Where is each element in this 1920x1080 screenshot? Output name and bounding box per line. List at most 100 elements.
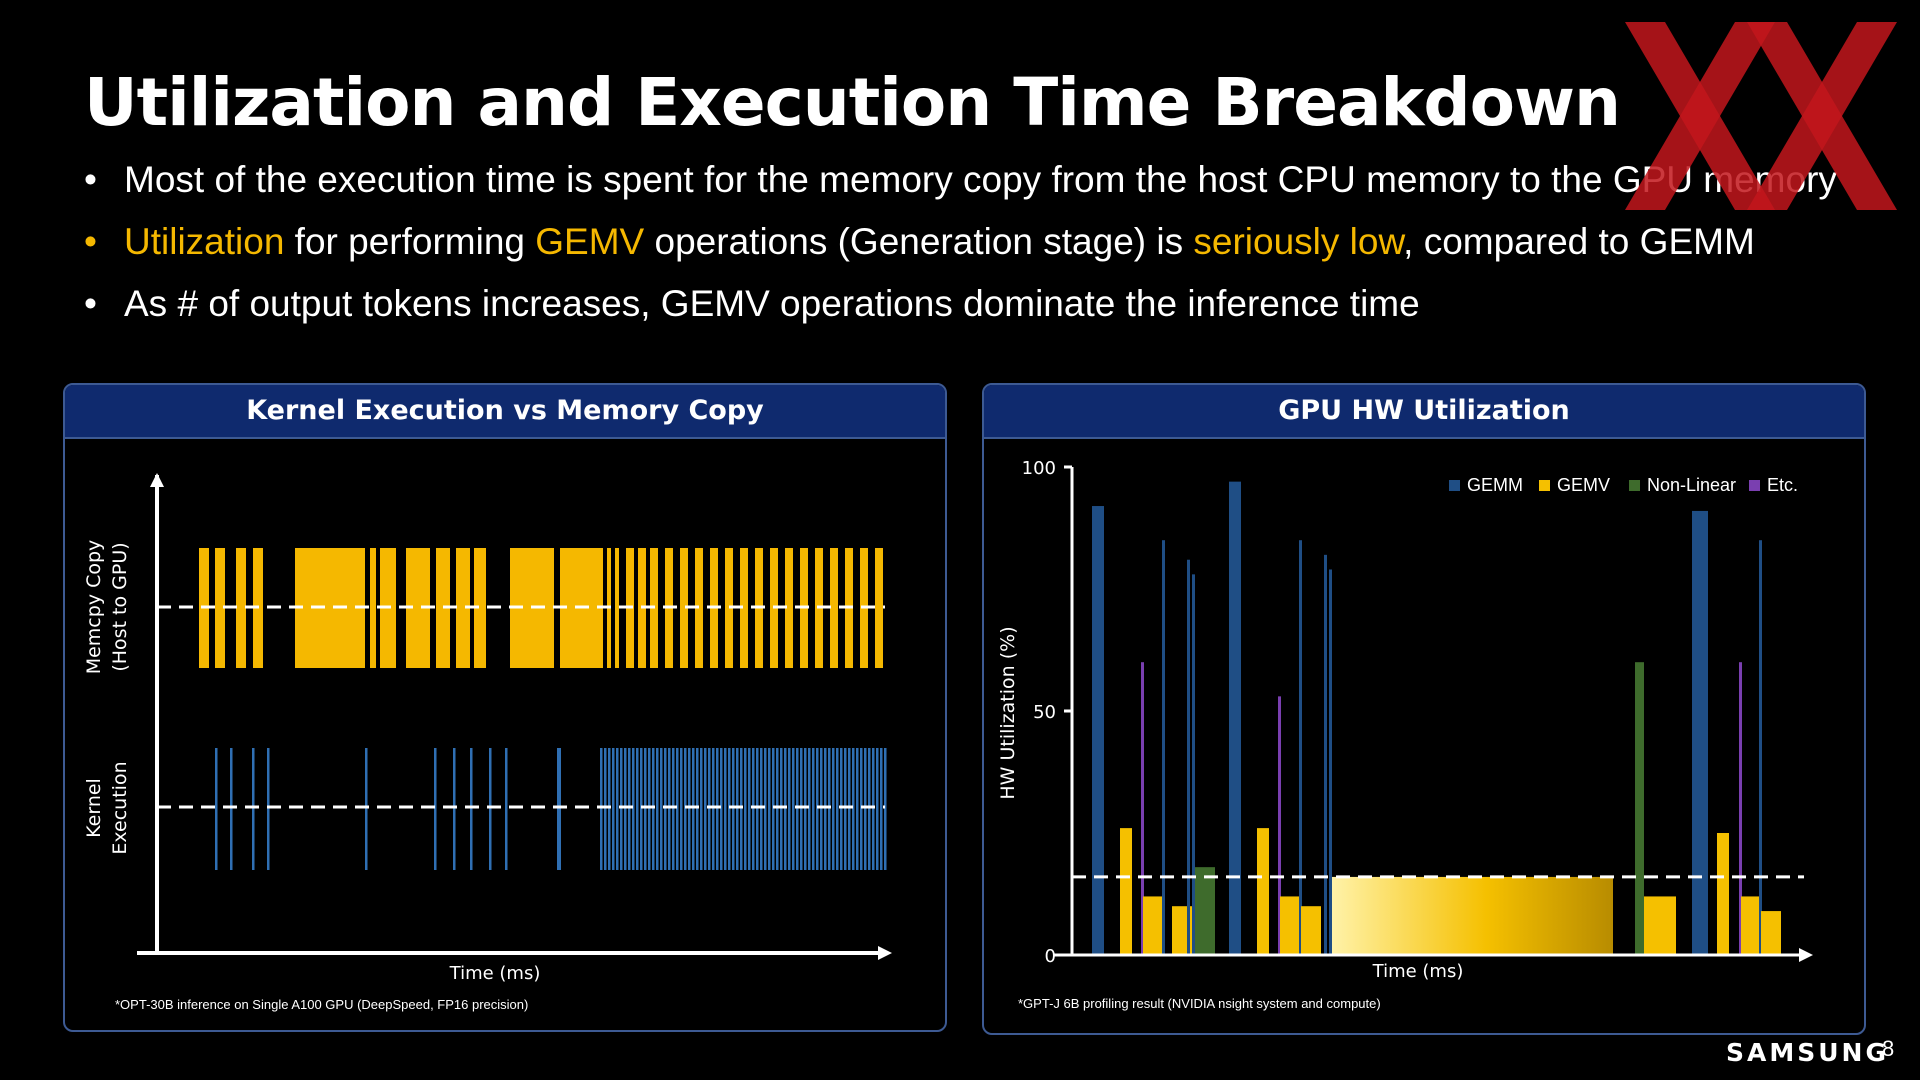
legend: GEMM GEMV Non-Linear Etc. [1449,475,1798,495]
memcpy-block [370,548,376,668]
kernel-axis-sublabel: Execution [109,761,131,854]
kernel-block [600,748,603,870]
kernel-block [557,748,561,870]
memcpy-axis-sublabel: (Host to GPU) [109,542,131,671]
kernel-block [620,748,623,870]
y-axis-label: HW Utilization (%) [997,626,1019,799]
legend-swatch [1749,480,1760,491]
legend-label: Etc. [1767,475,1798,495]
bar-gemv [1301,906,1321,955]
memcpy-block [236,548,246,668]
bar-gemm [1187,559,1190,955]
kernel-memcpy-timeline: Memcpy Copy (Host to GPU) Kernel Executi… [83,473,892,1012]
kernel-block [453,748,456,870]
bullet-highlight: GEMV [535,221,645,262]
kernel-block [489,748,492,870]
bar-gemv [1257,828,1269,955]
kernel-block [644,748,647,870]
kernel-block [470,748,473,870]
kernel-block [884,748,887,870]
bullet-dot: • [84,221,97,262]
bar-gemm [1092,506,1104,955]
kernel-block [808,748,811,870]
kernel-block [728,748,731,870]
kernel-block [848,748,851,870]
y-ticks: 0 50 100 [1022,458,1072,967]
legend-label: Non-Linear [1647,475,1736,495]
kernel-block [756,748,759,870]
kernel-block [608,748,611,870]
kernel-block [860,748,863,870]
kernel-block [732,748,735,870]
kernel-block [872,748,875,870]
kernel-block [844,748,847,870]
bar-gemm [1329,569,1332,955]
y-tick-label: 50 [1033,702,1056,723]
samsung-logo: SAMSUNG [1726,1038,1889,1067]
memcpy-block [680,548,688,668]
bullet-highlight: Utilization [124,221,285,262]
kernel-block [624,748,627,870]
x-axis-arrow-icon [1799,948,1813,962]
memcpy-block [474,548,486,668]
kernel-block [636,748,639,870]
legend-label: GEMM [1467,475,1523,495]
kernel-block [752,748,755,870]
bullet-text: , compared to GEMM [1403,221,1755,262]
bullet-text: operations (Generation stage) is [644,221,1194,262]
legend-swatch [1449,480,1460,491]
y-axis-arrow-icon [150,473,164,487]
bullet-dot: • [84,283,97,324]
gpu-hw-utilization-panel: GPU HW Utilization 0 50 100 HW Utilization… [982,383,1866,1035]
kernel-block [648,748,651,870]
kernel-block [840,748,843,870]
y-tick-label: 100 [1022,458,1056,479]
kernel-block [804,748,807,870]
kernel-block [712,748,715,870]
bullet-highlight: seriously low [1193,221,1404,262]
bullet-item: • Utilization for performing GEMV operati… [84,217,1884,279]
kernel-block [828,748,831,870]
kernel-block [792,748,795,870]
memcpy-block [830,548,838,668]
kernel-block [856,748,859,870]
kernel-block [664,748,667,870]
kernel-block [832,748,835,870]
kernel-block [740,748,743,870]
kernel-block [676,748,679,870]
memcpy-bars [199,548,883,668]
kernel-block [660,748,663,870]
kernel-block [252,748,255,870]
bar-gemv [1741,896,1761,955]
kernel-block [824,748,827,870]
kernel-block [748,748,751,870]
footnote: *OPT-30B inference on Single A100 GPU (D… [115,997,528,1012]
bullet-item: • As # of output tokens increases, GEMV o… [84,279,1884,341]
kernel-block [434,748,437,870]
utilization-bars [1092,481,1781,955]
page-number: 8 [1882,1036,1895,1061]
kernel-block [668,748,671,870]
bar-gemm [1229,481,1241,955]
kernel-block [852,748,855,870]
kernel-block [640,748,643,870]
gemv-dominant-region [1332,876,1613,955]
kernel-block [784,748,787,870]
bar-gemm [1324,554,1327,955]
kernel-block [864,748,867,870]
bar-etc [1739,662,1742,955]
memcpy-block [295,548,365,668]
memcpy-block [785,548,793,668]
kernel-block [720,748,723,870]
x-axis-label: Time (ms) [1372,961,1464,982]
legend-swatch [1539,480,1550,491]
kernel-block [632,748,635,870]
kernel-block [788,748,791,870]
kernel-block [267,748,270,870]
bullet-list: • Most of the execution time is spent for… [84,155,1884,341]
kernel-block [700,748,703,870]
kernel-block [684,748,687,870]
bar-gemv [1761,911,1781,955]
kernel-block [796,748,799,870]
bar-gemm [1299,540,1302,955]
